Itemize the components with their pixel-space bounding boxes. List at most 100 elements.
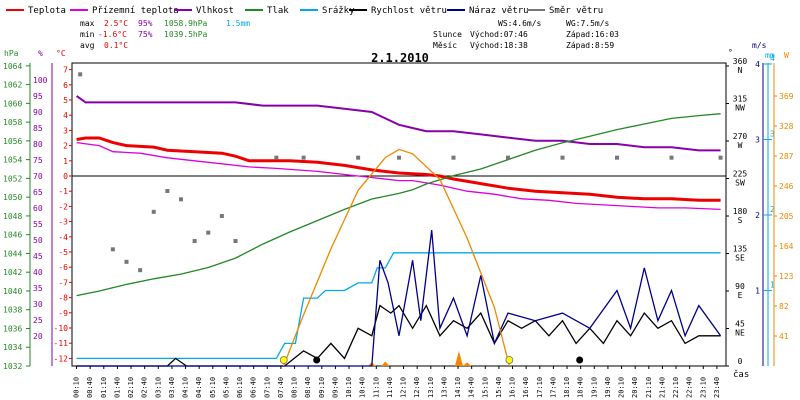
degc-tick: 4 [63,111,68,120]
x-tick-label: 06:10 [236,377,244,398]
wind-dir-point [138,268,143,273]
x-tick-label: 17:10 [536,377,544,398]
wind-dir-point [451,155,456,160]
x-tick-label: 18:40 [577,377,585,398]
x-tick-label: 22:10 [672,377,680,398]
degc-tick: -1 [58,187,68,196]
ms-tick: 2 [755,211,760,220]
dir-tick: 225 [733,170,748,179]
x-tick-label: 13:40 [440,377,448,398]
legend-label: Přízemní teplota [92,6,179,16]
hpa-tick: 1048 [3,212,22,221]
x-tick-label: 19:40 [604,377,612,398]
moonrise-marker [576,356,584,364]
pct-tick: 90 [33,108,43,117]
dir-tick: 360 [733,57,748,66]
pct-tick: 75 [33,156,43,165]
stats-label: max [80,19,95,28]
x-tick-label: 02:10 [127,377,135,398]
dir-compass: W [738,141,743,150]
wind-dir-point [356,155,361,160]
x-tick-label: 07:40 [277,377,285,398]
x-tick-label: 23:40 [713,377,721,398]
stats-label: avg [80,41,95,50]
degc-tick: -3 [58,218,68,227]
hpa-tick: 1036 [3,324,22,333]
pct-tick: 45 [33,252,43,261]
dir-compass: SW [735,179,745,188]
sun-moon-info: WS:4.6m/s WG:7.5m/s Slunce Východ:07:46 Zápa… [433,19,619,50]
x-tick-label: 13:10 [427,377,435,398]
moonset-marker [313,356,321,364]
w-tick: 205 [779,212,794,221]
hpa-tick: 1044 [3,249,22,258]
x-tick-label: 09:40 [331,377,339,398]
x-tick-label: 12:10 [400,377,408,398]
degc-tick: 6 [63,81,68,90]
degc-tick: -9 [58,309,68,318]
hpa-tick: 1040 [3,287,22,296]
pct-tick: 30 [33,300,43,309]
hpa-tick: 1050 [3,193,22,202]
wind-dir-point [615,155,619,160]
series-line [76,141,721,211]
x-tick-label: 05:40 [222,377,230,398]
pct-tick: 85 [33,124,43,133]
mm-tick: 2 [770,205,775,214]
stat-min-temp: -1.6°C [98,30,127,39]
rain-bar [463,362,472,366]
x-tick-label: 02:40 [141,377,149,398]
hpa-tick: 1046 [3,231,22,240]
x-tick-label: 15:10 [481,377,489,398]
dir-tick: 0 [738,357,743,366]
x-tick-label: 22:40 [686,377,694,398]
wind-dir-point [151,209,156,214]
x-axis: 00:10 00:40 01:10 01:40 02:10 02:40 03:10 03:40… [73,366,721,398]
pct-tick: 70 [33,172,43,181]
wind-dir-point [669,155,674,160]
sunset-time: Západ:16:03 [566,30,619,39]
pct-tick: 95 [33,92,43,101]
plot-area [76,72,723,367]
degc-tick: -11 [54,339,69,348]
mm-tick: 4 [770,54,775,63]
x-tick-label: 04:40 [195,377,203,398]
x-tick-label: 11:40 [386,377,394,398]
degc-tick: 1 [63,157,68,166]
hpa-tick: 1054 [3,156,22,165]
hpa-tick: 1058 [3,118,22,127]
sun-label: Slunce [433,30,462,39]
dir-tick: 180 [733,207,748,216]
x-tick-label: 03:40 [168,377,176,398]
x-tick-label: 17:40 [549,377,557,398]
w-tick: 287 [779,152,794,161]
hpa-tick: 1038 [3,306,22,315]
degc-tick: -5 [58,248,68,257]
degc-tick: -2 [58,202,68,211]
w-tick: 123 [779,272,794,281]
x-tick-label: 12:40 [413,377,421,398]
hpa-tick: 1064 [3,62,22,71]
hpa-tick: 1052 [3,174,22,183]
x-tick-label: 10:40 [359,377,367,398]
degc-tick: -6 [58,263,68,272]
degc-tick: -7 [58,278,68,287]
wind-gust-info: WG:7.5m/s [566,19,610,28]
mm-tick: 1 [770,281,775,290]
w-tick: 369 [779,92,794,101]
series-line [76,252,721,360]
pct-tick: 35 [33,284,43,293]
pct-tick: 60 [33,204,43,213]
w-tick: 164 [779,242,794,251]
legend-label: Tlak [267,6,289,16]
mm-unit: mm [765,51,775,60]
plot-frame [71,62,727,367]
legend-label: Srážky [322,6,355,16]
x-tick-label: 06:40 [250,377,258,398]
sunset-marker [505,356,514,364]
w-tick: 41 [779,332,789,341]
legend-label: Náraz větru [469,6,529,16]
wind-dir-point [233,239,238,243]
x-tick-label: 05:10 [209,377,217,398]
degc-tick: 5 [63,96,68,105]
